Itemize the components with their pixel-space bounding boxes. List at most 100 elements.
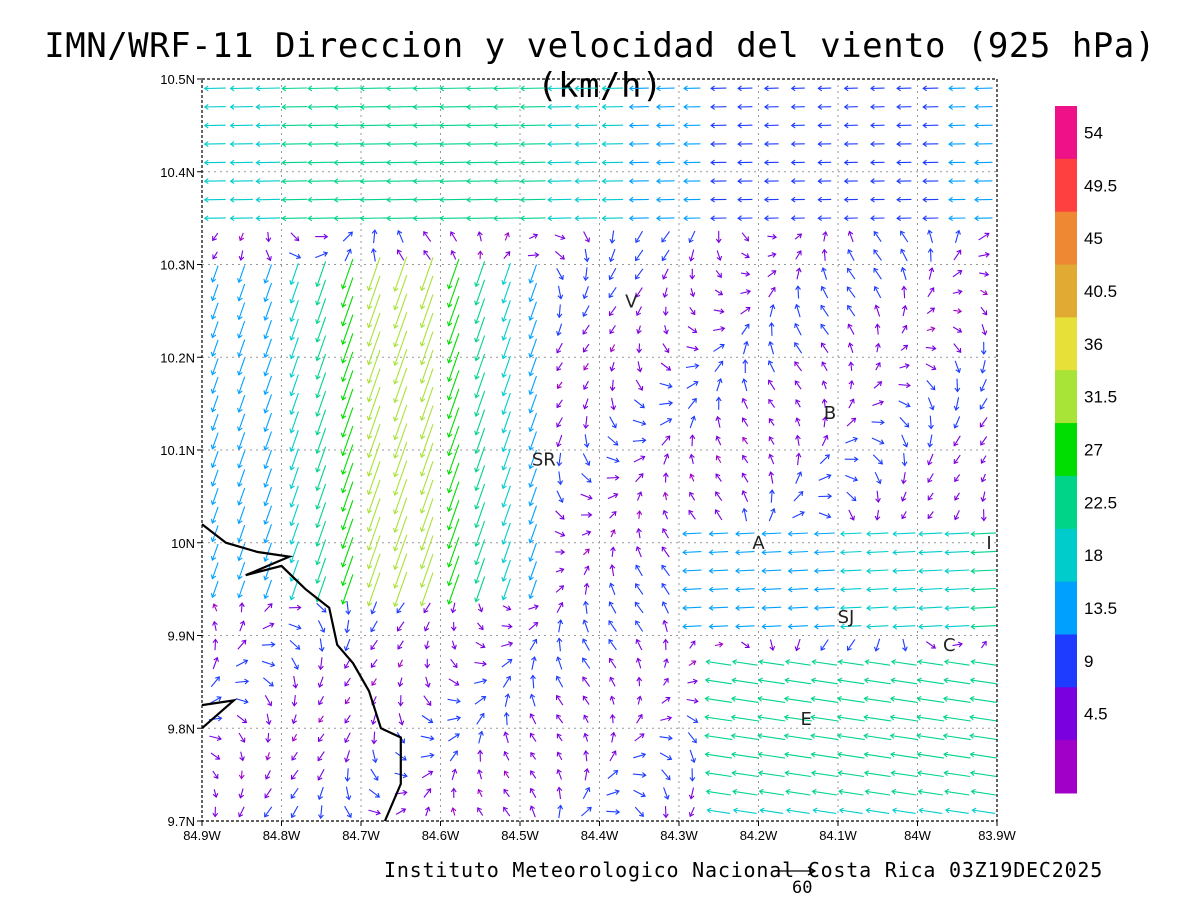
wind-arrow bbox=[820, 342, 829, 354]
wind-arrow bbox=[556, 452, 563, 467]
wind-arrow bbox=[840, 549, 862, 556]
wind-arrow bbox=[896, 215, 912, 222]
wind-arrow bbox=[412, 104, 441, 110]
wind-arrow bbox=[474, 502, 486, 529]
wind-arrow bbox=[255, 85, 281, 92]
wind-arrow bbox=[974, 178, 993, 185]
wind-arrow bbox=[769, 303, 776, 318]
wind-arrow bbox=[943, 751, 971, 759]
wind-arrow bbox=[732, 788, 758, 796]
wind-arrow bbox=[710, 178, 727, 185]
wind-arrow bbox=[708, 605, 729, 611]
wind-arrow bbox=[843, 196, 858, 203]
wind-arrow bbox=[288, 252, 302, 260]
wind-arrow bbox=[212, 656, 219, 670]
wind-arrow bbox=[396, 621, 405, 632]
wind-arrow bbox=[288, 623, 302, 631]
wind-arrow bbox=[503, 788, 510, 798]
wind-arrow bbox=[582, 676, 591, 687]
wind-arrow bbox=[979, 398, 988, 410]
wind-arrow bbox=[790, 103, 805, 110]
wind-arrow bbox=[419, 312, 434, 347]
wind-arrow bbox=[708, 549, 729, 556]
colorbar-segment bbox=[1055, 687, 1077, 741]
wind-arrow bbox=[203, 104, 226, 110]
wind-arrow bbox=[767, 360, 775, 373]
wind-arrow bbox=[474, 557, 486, 585]
wind-arrow bbox=[203, 178, 226, 185]
wind-arrow bbox=[237, 432, 246, 450]
wind-arrow bbox=[501, 467, 511, 490]
wind-arrow bbox=[344, 805, 352, 819]
wind-arrow bbox=[368, 809, 381, 816]
wind-arrow bbox=[606, 809, 621, 815]
wind-arrow bbox=[710, 85, 727, 92]
wind-arrow bbox=[655, 141, 675, 147]
wind-arrow bbox=[359, 215, 388, 222]
wind-arrow bbox=[954, 229, 961, 243]
wind-arrow bbox=[659, 400, 674, 407]
wind-arrow bbox=[237, 487, 246, 506]
wind-arrow bbox=[837, 659, 864, 666]
wind-arrow bbox=[633, 789, 646, 798]
wind-arrow bbox=[661, 249, 670, 262]
wind-arrow bbox=[741, 641, 750, 649]
wind-arrow bbox=[315, 483, 327, 510]
wind-arrow bbox=[794, 341, 803, 354]
coastline-nicoya bbox=[201, 698, 238, 730]
wind-arrow bbox=[689, 306, 696, 316]
wind-arrow bbox=[393, 460, 408, 496]
wind-arrow bbox=[366, 275, 381, 310]
wind-arrow bbox=[708, 567, 729, 574]
wind-arrow bbox=[688, 660, 697, 667]
wind-arrow bbox=[810, 696, 839, 703]
wind-arrow bbox=[761, 530, 782, 537]
wind-arrow bbox=[610, 731, 617, 743]
map-title: IMN/WRF-11 Direccion y velocidad del vie… bbox=[44, 26, 1156, 106]
wind-arrow bbox=[423, 602, 431, 614]
wind-arrow bbox=[582, 324, 590, 335]
wind-arrow bbox=[238, 602, 245, 613]
wind-arrow bbox=[556, 323, 563, 337]
wind-arrow bbox=[580, 512, 593, 518]
wind-arrow bbox=[307, 85, 335, 92]
wind-arrow bbox=[899, 363, 910, 369]
wind-arrow bbox=[210, 543, 219, 562]
wind-arrow bbox=[501, 658, 513, 668]
wind-arrow bbox=[970, 531, 997, 537]
wind-arrow bbox=[340, 296, 354, 327]
wind-arrow bbox=[344, 714, 351, 724]
wind-arrow bbox=[896, 141, 912, 147]
wind-arrow bbox=[359, 85, 388, 92]
wind-arrow bbox=[821, 398, 828, 408]
wind-arrow bbox=[446, 277, 460, 308]
wind-arrow bbox=[608, 582, 616, 595]
wind-arrow bbox=[398, 713, 405, 726]
wind-arrow bbox=[662, 491, 669, 501]
wind-arrow bbox=[210, 413, 219, 432]
wind-arrow bbox=[713, 343, 725, 352]
wind-arrow bbox=[970, 586, 997, 593]
wind-arrow bbox=[419, 424, 434, 459]
wind-arrow bbox=[393, 553, 408, 589]
wind-arrow bbox=[582, 398, 589, 410]
wind-arrow bbox=[927, 287, 935, 298]
wind-arrow bbox=[261, 641, 276, 648]
wind-arrow bbox=[969, 751, 998, 759]
wind-arrow bbox=[683, 104, 701, 110]
wind-arrow bbox=[683, 159, 701, 166]
wind-arrow bbox=[289, 639, 301, 650]
wind-arrow bbox=[916, 770, 944, 778]
wind-arrow bbox=[520, 141, 546, 147]
wind-arrow bbox=[582, 657, 591, 669]
wind-arrow bbox=[281, 215, 308, 222]
wind-arrow bbox=[262, 622, 275, 630]
wind-arrow bbox=[263, 524, 273, 544]
wind-arrow bbox=[501, 485, 511, 508]
wind-arrow bbox=[366, 516, 381, 551]
wind-arrow bbox=[635, 249, 644, 262]
wind-arrow bbox=[333, 196, 362, 203]
wind-arrow bbox=[918, 586, 943, 593]
wind-arrow bbox=[581, 530, 592, 536]
wind-arrow bbox=[682, 605, 702, 611]
